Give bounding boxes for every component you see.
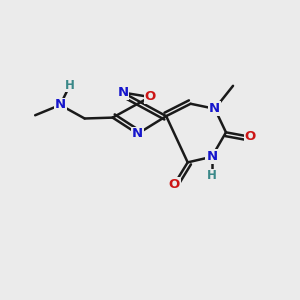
- Text: O: O: [244, 130, 256, 143]
- Text: O: O: [169, 178, 180, 191]
- Text: H: H: [65, 79, 75, 92]
- Text: H: H: [207, 169, 217, 182]
- Text: N: N: [209, 102, 220, 115]
- Text: N: N: [117, 86, 128, 99]
- Text: N: N: [55, 98, 66, 111]
- Text: N: N: [206, 150, 218, 163]
- Text: N: N: [132, 127, 143, 140]
- Text: O: O: [144, 91, 156, 103]
